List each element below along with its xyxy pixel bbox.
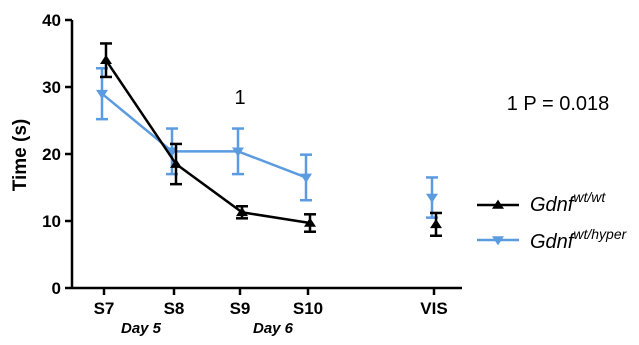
legend-marker-wt-hyper bbox=[492, 236, 504, 246]
x-tick-label: VIS bbox=[420, 299, 447, 318]
y-axis-label: Time (s) bbox=[10, 119, 31, 192]
legend-label-wt-wt-sup: wt/wt bbox=[573, 189, 606, 205]
legend-label-wt-hyper-base: Gdnf bbox=[530, 231, 576, 253]
data-point bbox=[236, 206, 248, 217]
y-tick-label: 20 bbox=[42, 145, 61, 164]
data-point bbox=[232, 147, 244, 157]
svg-text:Gdnfwt/wt: Gdnfwt/wt bbox=[530, 189, 606, 216]
group-label-day5: Day 5 bbox=[121, 320, 162, 337]
data-point bbox=[100, 54, 112, 64]
data-point bbox=[96, 89, 108, 100]
x-tick-label: S7 bbox=[94, 299, 115, 318]
legend-marker-wt-wt bbox=[492, 199, 504, 209]
data-point bbox=[170, 158, 182, 168]
data-point bbox=[300, 173, 312, 183]
p-value-annotation: 1 P = 0.018 bbox=[507, 93, 610, 115]
y-tick-label: 10 bbox=[42, 212, 61, 231]
y-tick-label: 40 bbox=[42, 11, 61, 30]
y-tick-label: 0 bbox=[52, 279, 61, 298]
x-tick-label: S8 bbox=[164, 299, 185, 318]
svg-text:Gdnfwt/hyper: Gdnfwt/hyper bbox=[530, 226, 628, 253]
axes: 0 10 20 30 40 S7 S8 S9 S10 VIS bbox=[42, 11, 462, 318]
series-line bbox=[104, 59, 311, 225]
series-wt-hyper bbox=[96, 66, 438, 219]
y-tick-label: 30 bbox=[42, 78, 61, 97]
group-label-day6: Day 6 bbox=[253, 320, 294, 337]
legend-item-wt-wt: Gdnfwt/wt bbox=[477, 189, 606, 216]
x-tick-label: S9 bbox=[230, 299, 251, 318]
data-point bbox=[426, 193, 438, 203]
significance-marker: 1 bbox=[234, 87, 245, 109]
legend-label-wt-wt-base: Gdnf bbox=[530, 194, 576, 216]
x-tick-label: S10 bbox=[293, 299, 323, 318]
data-point bbox=[430, 218, 442, 229]
legend: Gdnfwt/wt Gdnfwt/hyper bbox=[477, 189, 628, 253]
data-point bbox=[304, 217, 316, 227]
series-layer bbox=[96, 42, 442, 237]
series-line bbox=[101, 92, 307, 179]
legend-item-wt-hyper: Gdnfwt/hyper bbox=[477, 226, 628, 253]
series-wt-wt bbox=[100, 42, 442, 237]
legend-label-wt-hyper-sup: wt/hyper bbox=[573, 226, 627, 242]
